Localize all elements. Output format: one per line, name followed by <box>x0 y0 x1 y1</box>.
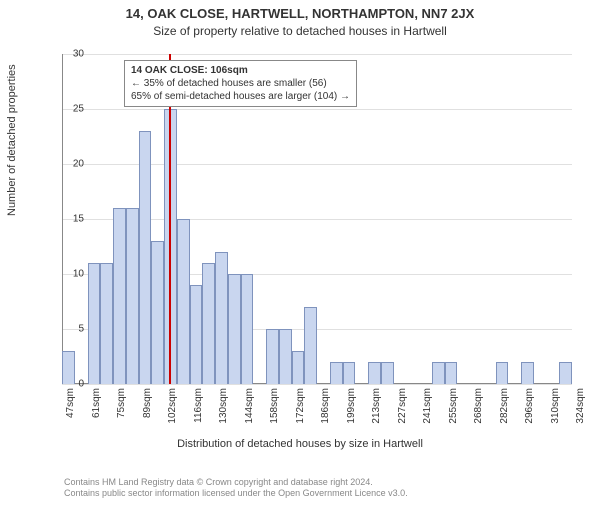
histogram-bar <box>521 362 534 384</box>
chart-title-1: 14, OAK CLOSE, HARTWELL, NORTHAMPTON, NN… <box>0 6 600 21</box>
y-tick-label: 30 <box>56 49 84 60</box>
histogram-bar <box>445 362 458 384</box>
histogram-bar <box>215 252 228 384</box>
x-tick-label: 172sqm <box>295 388 306 424</box>
footer-line-2: Contains public sector information licen… <box>64 488 408 500</box>
footer-attribution: Contains HM Land Registry data © Crown c… <box>64 477 408 500</box>
y-axis-label: Number of detached properties <box>6 64 18 216</box>
footer-line-1: Contains HM Land Registry data © Crown c… <box>64 477 408 489</box>
x-tick-label: 144sqm <box>244 388 255 424</box>
annotation-box: 14 OAK CLOSE: 106sqm← 35% of detached ho… <box>124 60 357 107</box>
y-tick-label: 25 <box>56 104 84 115</box>
x-tick-label: 282sqm <box>499 388 510 424</box>
x-tick-label: 89sqm <box>142 388 153 418</box>
histogram-bar <box>432 362 445 384</box>
x-tick-label: 255sqm <box>448 388 459 424</box>
x-tick-label: 116sqm <box>193 388 204 423</box>
x-tick-label: 102sqm <box>167 388 178 424</box>
x-tick-label: 75sqm <box>116 388 127 418</box>
histogram-bar <box>381 362 394 384</box>
y-tick-label: 10 <box>56 269 84 280</box>
annotation-line-1: 14 OAK CLOSE: 106sqm <box>131 64 350 77</box>
histogram-bar <box>292 351 305 384</box>
annotation-line-3: 65% of semi-detached houses are larger (… <box>131 90 350 103</box>
x-tick-label: 47sqm <box>65 388 76 418</box>
x-tick-label: 227sqm <box>397 388 408 424</box>
x-tick-label: 61sqm <box>91 388 102 418</box>
histogram-bar <box>139 131 152 384</box>
x-tick-label: 158sqm <box>269 388 280 424</box>
gridline <box>62 384 572 385</box>
gridline <box>62 54 572 55</box>
y-tick-label: 20 <box>56 159 84 170</box>
histogram-bar <box>496 362 509 384</box>
chart-title-2: Size of property relative to detached ho… <box>0 24 600 38</box>
histogram-bar <box>202 263 215 384</box>
x-tick-label: 310sqm <box>550 388 561 424</box>
histogram-bar <box>304 307 317 384</box>
gridline <box>62 109 572 110</box>
x-tick-label: 130sqm <box>218 388 229 424</box>
histogram-bar <box>279 329 292 384</box>
histogram-bar <box>177 219 190 384</box>
x-tick-label: 296sqm <box>524 388 535 424</box>
histogram-bar <box>241 274 254 384</box>
y-tick-label: 5 <box>56 324 84 335</box>
histogram-bar <box>368 362 381 384</box>
histogram-bar <box>228 274 241 384</box>
x-tick-label: 241sqm <box>422 388 433 424</box>
histogram-bar <box>559 362 572 384</box>
x-tick-label: 199sqm <box>346 388 357 424</box>
annotation-line-2: ← 35% of detached houses are smaller (56… <box>131 77 350 90</box>
x-axis-label: Distribution of detached houses by size … <box>0 438 600 450</box>
x-tick-label: 268sqm <box>473 388 484 424</box>
histogram-bar <box>126 208 139 384</box>
histogram-bar <box>100 263 113 384</box>
histogram-bar <box>266 329 279 384</box>
histogram-bar <box>190 285 203 384</box>
chart-plot-area: 14 OAK CLOSE: 106sqm← 35% of detached ho… <box>62 54 572 384</box>
histogram-bar <box>113 208 126 384</box>
histogram-bar <box>88 263 101 384</box>
x-tick-label: 324sqm <box>575 388 586 424</box>
histogram-bar <box>330 362 343 384</box>
x-tick-label: 186sqm <box>320 388 331 424</box>
x-tick-label: 213sqm <box>371 388 382 424</box>
y-tick-label: 15 <box>56 214 84 225</box>
histogram-bar <box>151 241 164 384</box>
histogram-bar <box>343 362 356 384</box>
